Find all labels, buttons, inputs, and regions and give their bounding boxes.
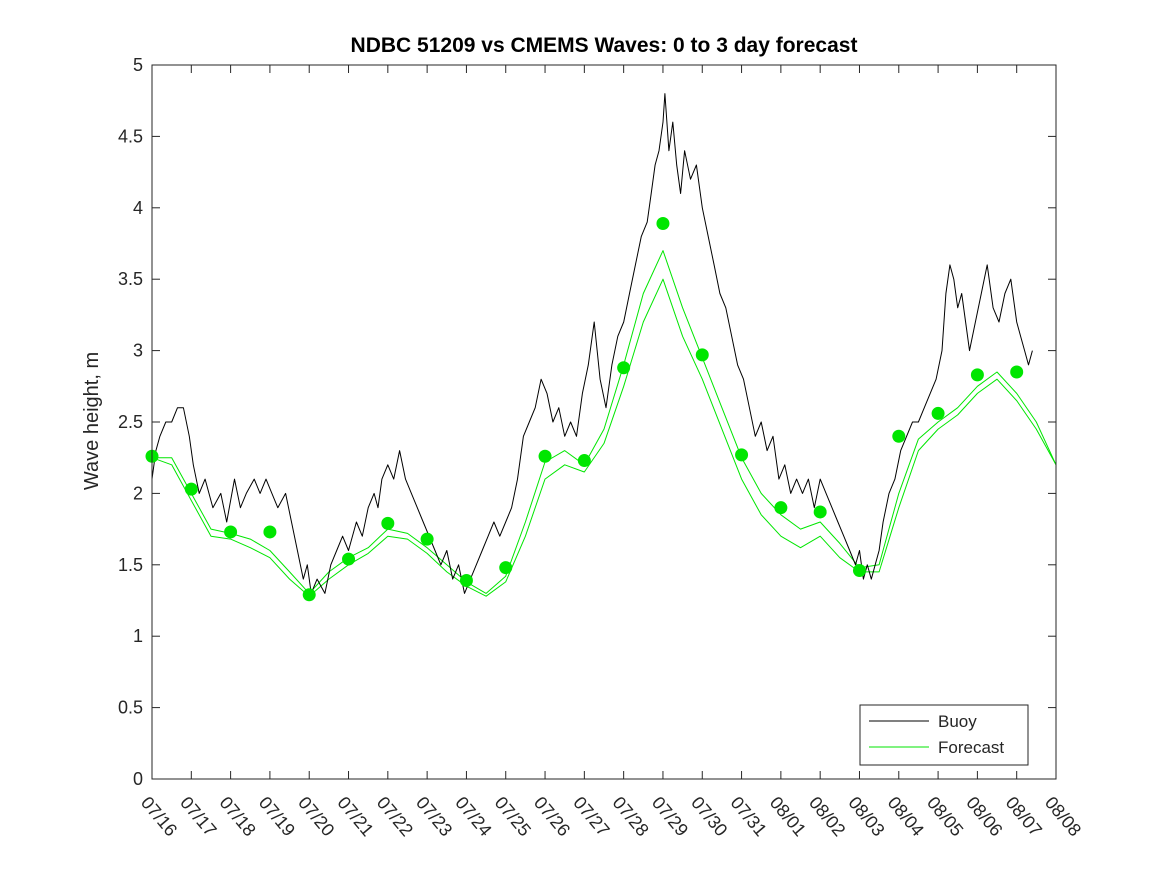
x-tick-label: 08/06 <box>962 793 1006 840</box>
forecast-marker-point <box>970 368 984 382</box>
forecast-marker-point <box>499 561 513 575</box>
forecast-marker-point <box>656 217 670 231</box>
x-tick-label: 08/02 <box>805 793 849 840</box>
x-tick-label: 08/03 <box>844 793 888 840</box>
y-tick-label: 3 <box>133 341 143 361</box>
x-tick-label: 07/19 <box>255 793 299 840</box>
forecast-marker-point <box>892 429 906 443</box>
axes-box <box>151 64 1057 780</box>
x-tick-label: 07/20 <box>294 793 338 840</box>
forecast-marker-point <box>538 449 552 463</box>
y-tick-label: 4.5 <box>118 126 143 146</box>
x-tick-label: 07/22 <box>373 793 417 840</box>
forecast-marker-point <box>381 516 395 530</box>
x-tick-label: 07/16 <box>137 793 181 840</box>
y-tick-label: 1.5 <box>118 555 143 575</box>
forecast-marker-point <box>263 525 277 539</box>
forecast-marker-point <box>852 564 866 578</box>
series-buoy-line <box>151 93 1033 594</box>
x-tick-label: 07/29 <box>648 793 692 840</box>
forecast-marker-point <box>184 482 198 496</box>
x-tick-label: 07/31 <box>727 793 771 840</box>
forecast-marker-point <box>931 406 945 420</box>
y-tick-label: 0 <box>133 769 143 789</box>
x-tick-label: 08/04 <box>884 793 928 840</box>
y-tick-label: 2 <box>133 483 143 503</box>
y-tick-label: 0.5 <box>118 698 143 718</box>
x-tick-label: 07/18 <box>216 793 260 840</box>
plot-area <box>145 93 1057 602</box>
x-tick-label: 07/23 <box>412 793 456 840</box>
x-tick-label: 07/30 <box>687 793 731 840</box>
x-tick-label: 07/17 <box>176 793 220 840</box>
forecast-marker-point <box>420 532 434 546</box>
legend: Buoy Forecast <box>859 704 1029 766</box>
legend-forecast-label: Forecast <box>938 738 1004 757</box>
y-axis: 0 0.5 1 1.5 2 2.5 3 3.5 4 4.5 5 <box>118 55 1056 789</box>
forecast-marker-point <box>1010 365 1024 379</box>
x-tick-label: 07/28 <box>609 793 653 840</box>
x-tick-label: 07/27 <box>569 793 613 840</box>
forecast-marker-point <box>342 552 356 566</box>
forecast-marker-point <box>774 501 788 515</box>
forecast-marker-point <box>302 588 316 602</box>
y-tick-label: 3.5 <box>118 269 143 289</box>
forecast-marker-point <box>224 525 238 539</box>
series-forecast-line <box>152 250 1057 594</box>
x-tick-label: 08/07 <box>1002 793 1046 840</box>
x-tick-label: 08/01 <box>766 793 810 840</box>
forecast-marker-point <box>577 454 591 468</box>
x-tick-label: 07/25 <box>491 793 535 840</box>
x-tick-label: 07/26 <box>530 793 574 840</box>
x-tick-label: 08/08 <box>1041 793 1085 840</box>
x-tick-label: 07/21 <box>333 793 377 840</box>
forecast-marker-point <box>695 348 709 362</box>
forecast-marker-point <box>459 574 473 588</box>
chart-title: NDBC 51209 vs CMEMS Waves: 0 to 3 day fo… <box>351 34 858 57</box>
y-tick-label: 1 <box>133 626 143 646</box>
series-forecast-run-0-line <box>151 278 1057 597</box>
x-tick-label: 07/24 <box>451 793 495 840</box>
y-tick-label: 2.5 <box>118 412 143 432</box>
forecast-marker-point <box>617 361 631 375</box>
y-tick-label: 5 <box>133 55 143 75</box>
forecast-marker-point <box>813 505 827 519</box>
y-axis-label: Wave height, m <box>81 352 103 490</box>
legend-box <box>859 704 1029 766</box>
x-tick-label: 08/05 <box>923 793 967 840</box>
legend-buoy-label: Buoy <box>938 712 977 731</box>
forecast-marker-point <box>735 448 749 462</box>
y-tick-label: 4 <box>133 198 143 218</box>
